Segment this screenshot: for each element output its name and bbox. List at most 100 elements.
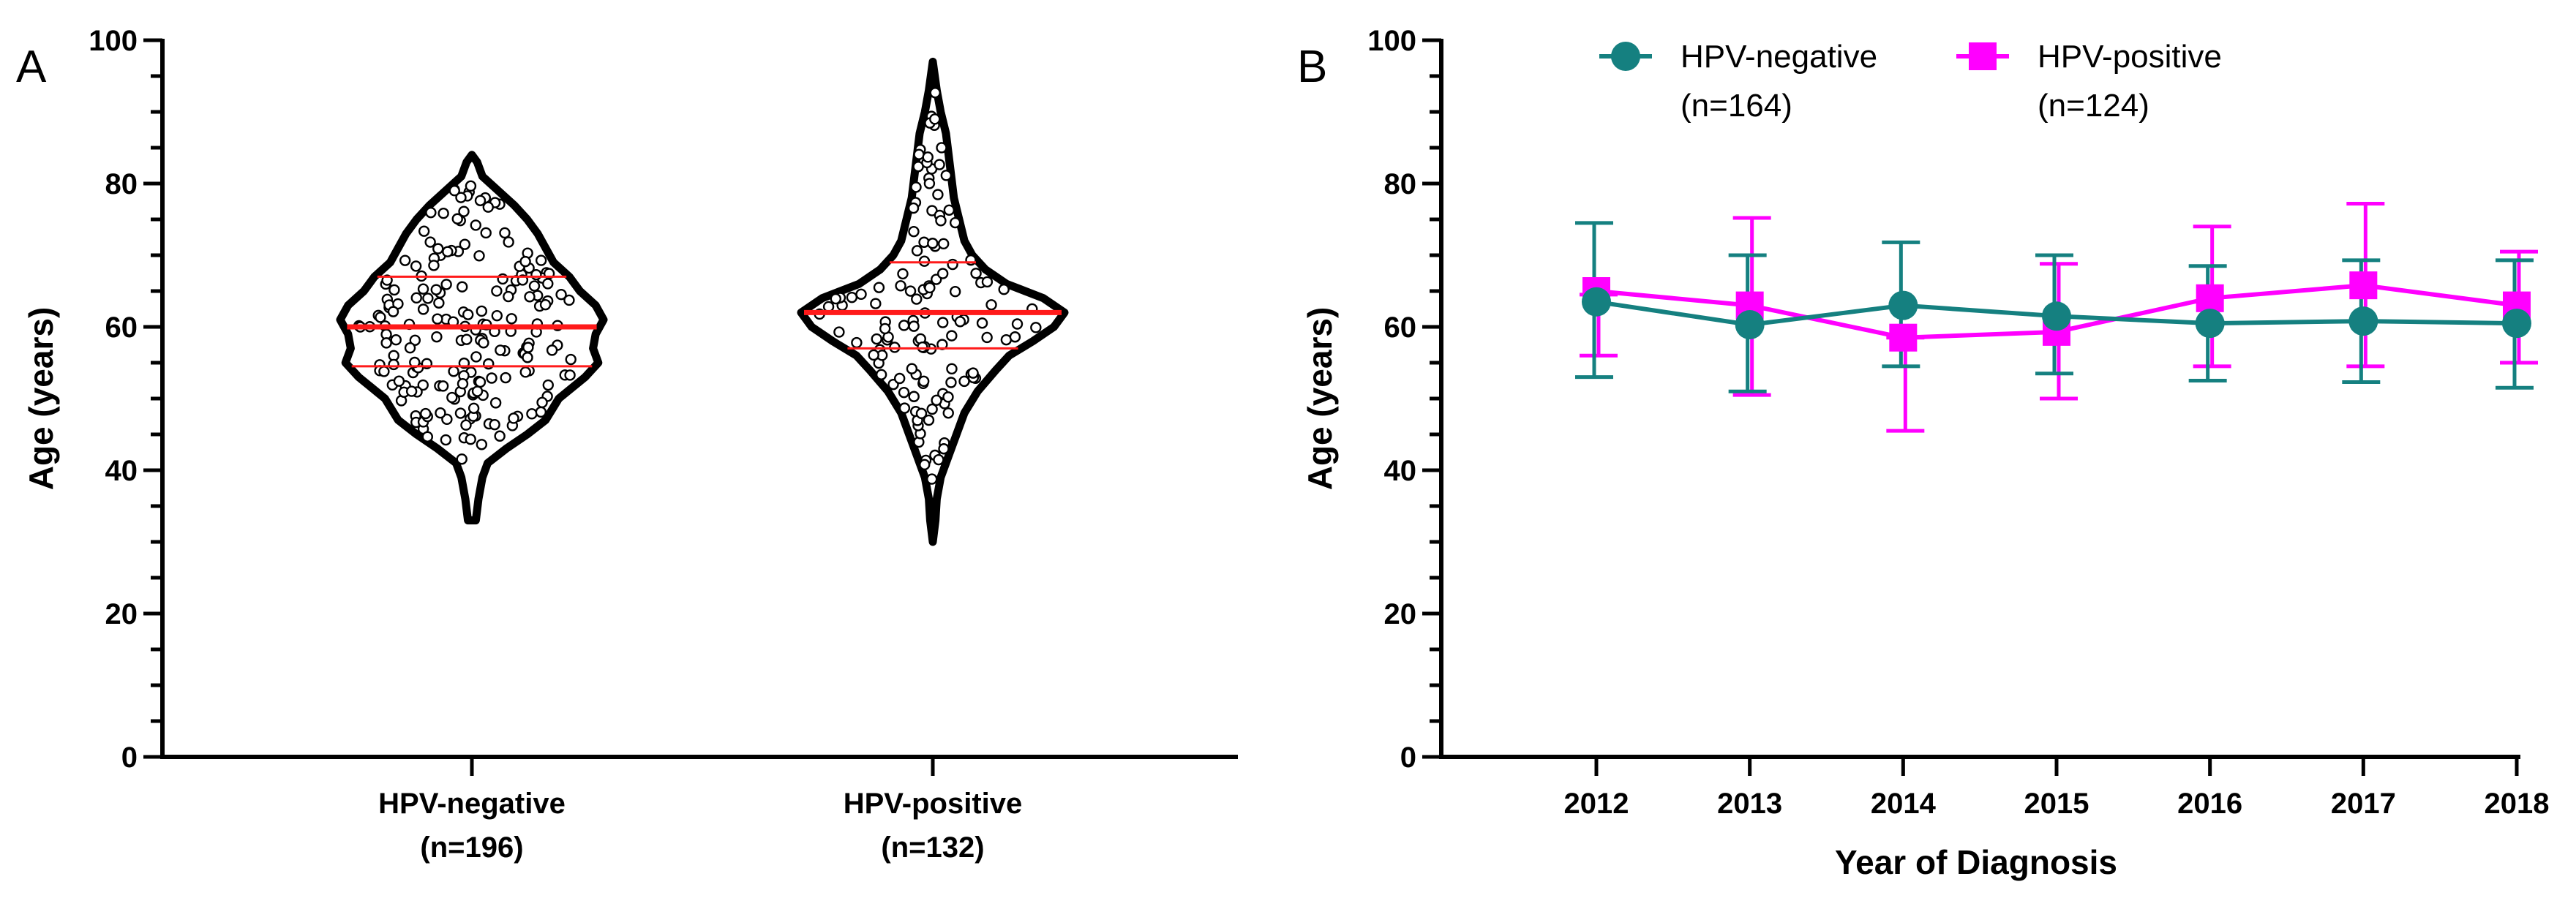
y-tick-label: 40 (105, 455, 138, 487)
data-point (522, 342, 534, 353)
data-point (482, 201, 495, 213)
x-tick-label: 2018 (2485, 788, 2550, 820)
y-axis-title: Age (years) (1301, 307, 1339, 491)
data-point (919, 459, 931, 471)
data-point (422, 293, 434, 304)
data-point (998, 284, 1010, 295)
data-point (425, 206, 437, 219)
y-tick-label: 100 (1367, 25, 1416, 57)
data-point (542, 379, 554, 391)
data-point (1030, 322, 1042, 333)
data-point (936, 268, 949, 279)
data-point (465, 433, 476, 445)
data-point (380, 337, 392, 349)
data-point (908, 320, 920, 332)
data-point (555, 289, 567, 301)
data-point (546, 344, 558, 356)
data-point (937, 317, 949, 328)
data-point (428, 260, 440, 271)
data-point (873, 282, 885, 293)
data-point (926, 403, 938, 415)
x-category-n-label: (n=132) (881, 831, 984, 864)
data-point (924, 282, 936, 294)
data-point (489, 397, 502, 409)
data-point (474, 376, 487, 388)
data-point (938, 443, 950, 455)
data-point (430, 284, 442, 295)
data-point (898, 320, 910, 331)
data-point (958, 375, 970, 388)
data-point (910, 181, 922, 193)
data-point (949, 216, 961, 229)
data-point (470, 351, 482, 363)
x-tick-label: 2013 (1717, 788, 1782, 820)
data-marker-0 (2348, 306, 2378, 336)
data-point (489, 418, 500, 431)
data-point (494, 430, 506, 442)
data-point (564, 369, 576, 381)
data-point (433, 297, 445, 309)
data-point (539, 298, 552, 311)
legend-label-0: HPV-negative (1681, 39, 1877, 75)
data-point (519, 255, 531, 268)
data-point (927, 238, 939, 249)
data-point (462, 309, 474, 320)
data-point (421, 431, 434, 442)
data-point (393, 375, 405, 387)
data-point (932, 189, 944, 200)
data-point (409, 334, 421, 346)
data-point (935, 215, 947, 227)
data-point (830, 293, 842, 305)
data-point (417, 283, 429, 295)
data-point (917, 375, 930, 388)
data-point (945, 377, 957, 388)
data-point (934, 159, 945, 170)
data-point (893, 372, 906, 385)
data-point (399, 254, 411, 266)
data-point (897, 268, 909, 280)
data-point (410, 260, 422, 272)
data-point (898, 386, 910, 399)
data-point (946, 363, 958, 375)
data-marker-0 (2195, 309, 2225, 339)
legend-label-1: HPV-positive (2038, 39, 2222, 75)
data-point (410, 292, 422, 304)
data-marker-1 (2349, 271, 2378, 300)
data-marker-0 (1735, 310, 1765, 340)
x-tick-label: 2012 (1564, 788, 1629, 820)
data-point (923, 414, 935, 426)
y-tick-label: 20 (1384, 598, 1417, 630)
data-point (457, 281, 468, 293)
data-point (451, 213, 463, 225)
data-point (917, 341, 928, 353)
x-tick-label: 2016 (2177, 788, 2242, 820)
legend-marker-0 (1611, 42, 1640, 71)
data-point (424, 236, 436, 248)
data-marker-1 (1889, 323, 1918, 352)
data-point (388, 358, 399, 371)
data-point (457, 378, 469, 390)
data-point (460, 419, 472, 431)
data-point (440, 279, 452, 290)
y-tick-label: 60 (1384, 312, 1417, 344)
data-point (418, 225, 430, 237)
data-point (970, 268, 982, 279)
data-point (448, 184, 460, 197)
data-point (912, 161, 924, 173)
data-point (417, 379, 429, 391)
data-point (387, 306, 399, 317)
data-point (875, 369, 887, 380)
data-point (879, 323, 891, 335)
y-tick-label: 20 (105, 598, 138, 630)
data-point (906, 363, 918, 374)
data-point (480, 227, 492, 239)
data-point (542, 278, 554, 290)
panel-b-letter: B (1297, 42, 1327, 92)
data-point (923, 178, 936, 189)
data-point (437, 380, 449, 392)
data-point (918, 255, 931, 267)
y-tick-label: 40 (1384, 455, 1417, 487)
data-point (535, 254, 547, 266)
data-point (535, 406, 547, 418)
